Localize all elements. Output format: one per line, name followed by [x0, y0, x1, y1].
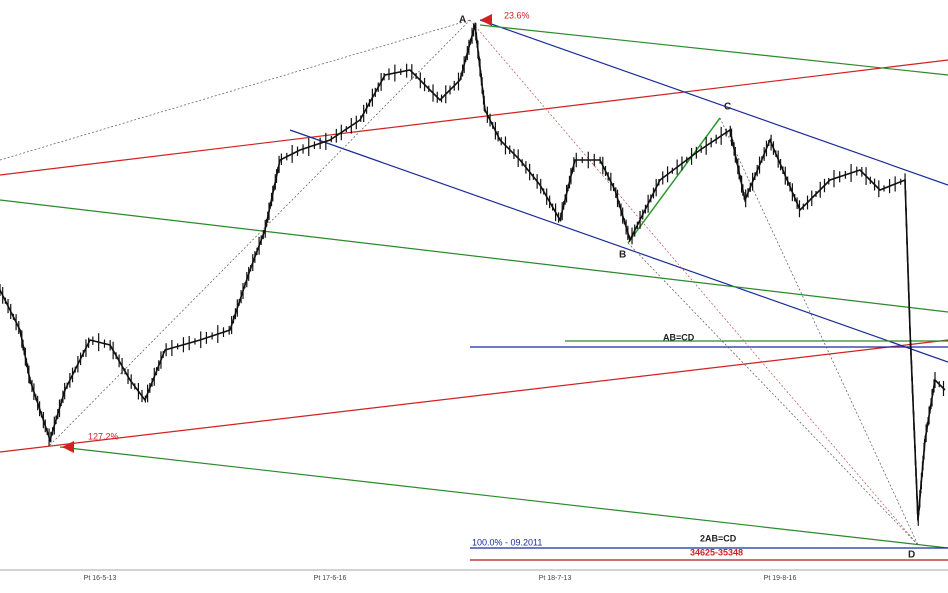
candles	[0, 22, 945, 526]
point-label: B	[619, 250, 626, 261]
price-path	[0, 24, 946, 521]
green-line-mid	[0, 199, 948, 313]
x-tick-label: Pt 19-8-16	[764, 575, 797, 582]
annotation: 100.0% - 09.2011	[472, 537, 542, 547]
red-channel-bottom	[0, 339, 948, 453]
annotation: 23.6%	[504, 10, 530, 20]
point-label: C	[724, 102, 731, 113]
dotted-line	[627, 242, 919, 546]
point-label: A	[459, 15, 466, 26]
blue-channel-top	[479, 19, 948, 186]
annotation: AB=CD	[663, 332, 695, 342]
dotted-line	[49, 19, 471, 446]
x-tick-label: Pt 16-5-13	[84, 575, 117, 582]
green-line-bottom	[59, 446, 948, 549]
annotation: 34625-35348	[690, 547, 743, 557]
dotted-line	[469, 19, 919, 546]
arrow	[62, 441, 74, 453]
green-line-top	[479, 24, 948, 76]
bc-leg	[627, 117, 721, 244]
arrow	[480, 14, 492, 26]
annotation: 127.2%	[88, 431, 119, 441]
x-tick-label: Pt 17-6-16	[314, 575, 347, 582]
trendlines	[0, 19, 948, 561]
red-channel-top	[0, 59, 948, 176]
point-label: D	[908, 550, 915, 561]
annotation: 2AB=CD	[700, 533, 737, 543]
dotted-line	[719, 117, 919, 546]
x-tick-label: Pt 18-7-13	[539, 575, 572, 582]
blue-channel-bottom	[289, 129, 948, 363]
dotted-line	[0, 19, 471, 161]
